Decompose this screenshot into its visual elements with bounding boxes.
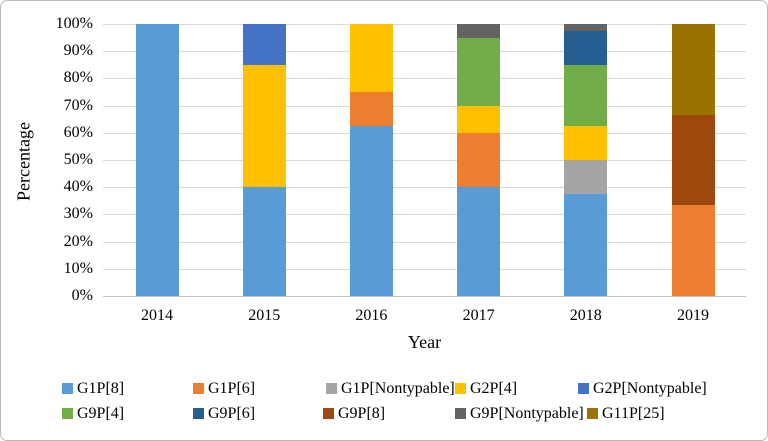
- bar-segment: [671, 114, 715, 206]
- x-tick-label: 2015: [248, 307, 281, 324]
- bar-segment: [671, 24, 715, 115]
- legend-swatch-icon: [62, 408, 73, 419]
- legend-swatch-icon: [193, 408, 204, 419]
- y-tick-label: 70%: [63, 96, 93, 114]
- legend-item: G11P[25]: [587, 405, 665, 422]
- x-tick-label: 2017: [462, 307, 495, 324]
- bar-2018: [564, 24, 608, 296]
- legend-label: G1P[8]: [77, 380, 125, 397]
- bar-segment: [457, 37, 501, 106]
- bar-segment: [242, 24, 286, 65]
- legend-label: G9P[4]: [77, 405, 125, 422]
- legend-item: G9P[8]: [323, 405, 385, 422]
- legend-item: G9P[4]: [62, 405, 124, 422]
- bar-segment: [135, 24, 179, 296]
- legend-label: G9P[Nontypable]: [470, 405, 584, 422]
- y-tick-label: 10%: [63, 259, 93, 277]
- bar-segment: [564, 126, 608, 160]
- legend-label: G9P[8]: [338, 405, 386, 422]
- bar-2014: [135, 24, 179, 296]
- legend-item: G2P[4]: [455, 380, 517, 397]
- legend-label: G1P[Nontypable]: [341, 380, 455, 397]
- legend-swatch-icon: [323, 408, 334, 419]
- bar-2015: [242, 24, 286, 296]
- legend-label: G11P[25]: [602, 405, 665, 422]
- y-tick-label: 20%: [63, 232, 93, 250]
- legend-label: G9P[6]: [208, 405, 256, 422]
- legend-swatch-icon: [455, 383, 466, 394]
- legend-item: G1P[Nontypable]: [326, 380, 455, 397]
- bar-2019: [671, 24, 715, 296]
- y-tick-label: 40%: [63, 178, 93, 196]
- y-tick-label: 80%: [63, 69, 93, 87]
- x-tick-label: 2014: [141, 307, 173, 324]
- bar-segment: [349, 24, 393, 92]
- x-tick-label: 2019: [677, 307, 709, 324]
- bar-segment: [457, 24, 501, 38]
- x-axis-line: [103, 296, 746, 297]
- legend-item: G9P[Nontypable]: [455, 405, 584, 422]
- bar-segment: [242, 187, 286, 296]
- y-tick-label: 90%: [63, 42, 93, 60]
- bar-segment: [671, 205, 715, 296]
- y-tick-label: 30%: [63, 205, 93, 223]
- gridline: [103, 187, 746, 189]
- gridline: [103, 268, 746, 270]
- y-tick-label: 50%: [63, 151, 93, 168]
- legend-item: G2P[Nontypable]: [578, 380, 707, 397]
- y-tick-label: 60%: [63, 123, 93, 141]
- legend-item: G9P[6]: [193, 405, 255, 422]
- legend-swatch-icon: [578, 383, 589, 394]
- bar-segment: [564, 30, 608, 65]
- bar-segment: [564, 64, 608, 126]
- legend-label: G1P[6]: [208, 380, 256, 397]
- legend-swatch-icon: [62, 383, 73, 394]
- x-tick-label: 2016: [355, 307, 388, 324]
- gridline: [103, 214, 746, 216]
- legend-item: G1P[6]: [193, 380, 255, 397]
- gridline: [103, 132, 746, 134]
- legend-item: G1P[8]: [62, 380, 124, 397]
- bar-segment: [564, 24, 608, 31]
- y-tick-label: 100%: [55, 15, 93, 32]
- gridline: [103, 51, 746, 53]
- bar-segment: [349, 92, 393, 126]
- x-tick-label: 2018: [569, 307, 602, 324]
- gridline: [103, 78, 746, 80]
- plot-area: [103, 24, 746, 297]
- gridline: [103, 160, 746, 161]
- gridline: [103, 24, 746, 25]
- bar-segment: [564, 160, 608, 194]
- legend-swatch-icon: [193, 383, 204, 394]
- bar-segment: [349, 126, 393, 296]
- bar-2016: [349, 24, 393, 296]
- legend-swatch-icon: [326, 383, 337, 394]
- legend-label: G2P[4]: [470, 380, 518, 397]
- bar-segment: [457, 187, 501, 296]
- bar-segment: [457, 132, 501, 188]
- y-tick-label: 0%: [71, 287, 93, 304]
- legend-label: G2P[Nontypable]: [593, 380, 707, 397]
- gridline: [103, 105, 746, 107]
- bar-segment: [242, 64, 286, 188]
- bar-segment: [564, 194, 608, 296]
- legend-swatch-icon: [455, 408, 466, 419]
- legend-swatch-icon: [587, 408, 598, 419]
- bar-2017: [457, 24, 501, 296]
- gridline: [103, 241, 746, 243]
- x-axis-title: Year: [407, 332, 442, 352]
- bar-segment: [457, 105, 501, 133]
